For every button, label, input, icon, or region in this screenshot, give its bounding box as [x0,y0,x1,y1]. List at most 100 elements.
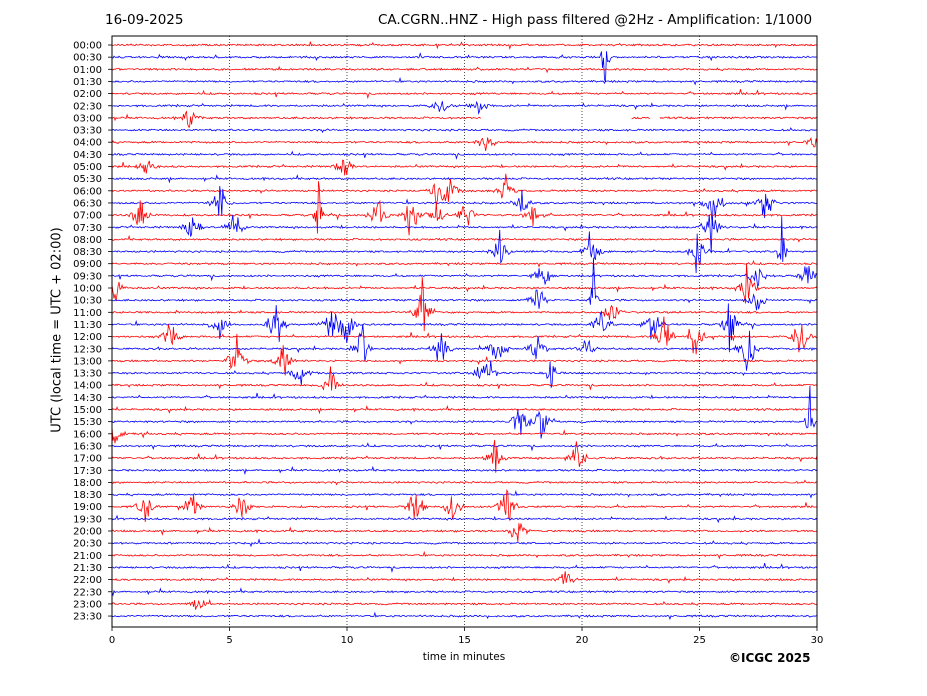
x-tick-label: 10 [341,635,354,646]
y-tick-label: 13:30 [73,369,102,380]
y-tick-label: 01:00 [73,65,102,76]
trace-row-1400 [111,366,818,391]
trace-row-0400 [111,136,818,152]
y-tick-label: 12:00 [73,332,102,343]
y-tick-label: 23:00 [73,599,102,610]
y-tick-label: 08:00 [73,235,102,246]
y-tick-label: 16:00 [73,429,102,440]
y-tick-label: 02:00 [73,89,102,100]
trace-row-0830 [111,216,818,274]
y-tick-label: 21:30 [73,563,102,574]
trace-row-1800 [111,479,818,486]
trace-row-1930 [111,514,818,524]
y-tick-label: 09:30 [73,271,102,282]
trace-row-0330 [111,127,818,134]
trace-row-0630 [111,185,818,227]
y-tick-label: 09:00 [73,259,102,270]
trace-row-1600 [111,426,818,444]
y-tick-label: 06:30 [73,198,102,209]
trace-row-1730 [111,465,818,476]
x-tick-label: 5 [226,635,232,646]
y-tick-label: 22:00 [73,575,102,586]
trace-row-0230 [111,100,818,115]
trace-row-2030 [111,538,818,548]
trace-row-0100 [111,65,818,74]
y-tick-label: 23:30 [73,612,102,623]
y-tick-label: 15:30 [73,417,102,428]
y-tick-label: 19:00 [73,502,102,513]
y-tick-label: 18:00 [73,478,102,489]
trace-row-1200 [111,316,818,355]
y-tick-label: 06:00 [73,186,102,197]
y-tick-label: 02:30 [73,101,102,112]
trace-row-0200 [111,89,818,100]
y-tick-label: 00:30 [73,53,102,64]
y-tick-label: 10:00 [73,284,102,295]
x-axis-label: time in minutes [422,651,506,663]
y-tick-label: 20:00 [73,527,102,538]
trace-row-1330 [111,360,818,388]
y-tick-label: 07:00 [73,211,102,222]
trace-row-0530 [111,174,818,184]
trace-row-0030 [111,51,818,83]
trace-row-1900 [111,489,818,522]
y-tick-label: 17:30 [73,466,102,477]
y-tick-label: 12:30 [73,344,102,355]
y-tick-label: 14:00 [73,381,102,392]
trace-row-0730 [111,214,818,254]
trace-row-2230 [111,587,818,597]
trace-row-1030 [111,257,818,311]
plot-frame [111,35,818,628]
chart-date: 16-09-2025 [105,12,184,28]
trace-row-2000 [111,523,818,542]
trace-row-1830 [111,489,818,499]
x-tick-label: 25 [693,635,706,646]
trace-row-0500 [111,159,818,176]
y-tick-label: 19:30 [73,514,102,525]
trace-row-2130 [111,563,818,573]
trace-row-0700 [111,181,818,236]
y-tick-label: 22:30 [73,587,102,598]
trace-row-0800 [111,234,818,243]
y-tick-label: 03:30 [73,126,102,137]
y-tick-label: 14:30 [73,393,102,404]
trace-row-0900 [111,259,818,268]
trace-row-1500 [111,404,818,415]
x-tick-label: 30 [811,635,824,646]
x-tick-label: 0 [109,635,115,646]
y-tick-label: 11:30 [73,320,102,331]
y-tick-label: 13:00 [73,356,102,367]
trace-row-1530 [111,385,818,439]
trace-row-2200 [111,571,818,585]
chart-title: CA.CGRN..HNZ - High pass filtered @2Hz -… [378,12,813,28]
y-tick-label: 05:30 [73,174,102,185]
trace-row-2300 [111,598,818,610]
y-tick-label: 16:30 [73,441,102,452]
trace-row-2330 [111,611,818,621]
y-tick-label: 11:00 [73,308,102,319]
trace-row-1100 [111,277,818,332]
y-tick-label: 21:00 [73,551,102,562]
trace-row-2100 [111,550,818,560]
trace-row-0000 [111,41,818,51]
y-tick-label: 18:30 [73,490,102,501]
trace-row-0430 [111,150,818,160]
y-tick-label: 04:00 [73,138,102,149]
trace-row-1000 [111,263,818,304]
trace-row-1300 [111,333,818,376]
trace-row-0600 [111,173,818,206]
y-tick-label: 05:00 [73,162,102,173]
x-tick-label: 15 [458,635,471,646]
trace-row-0300 [111,110,818,128]
y-tick-label: 01:30 [73,77,102,88]
y-tick-label: 00:00 [73,41,102,52]
copyright-label: ©ICGC 2025 [729,651,811,665]
trace-row-1430 [111,392,818,400]
y-tick-label: 10:30 [73,296,102,307]
y-tick-label: 15:00 [73,405,102,416]
y-tick-label: 08:30 [73,247,102,258]
trace-row-1230 [111,323,818,371]
trace-row-1700 [111,439,818,473]
y-tick-label: 17:00 [73,454,102,465]
